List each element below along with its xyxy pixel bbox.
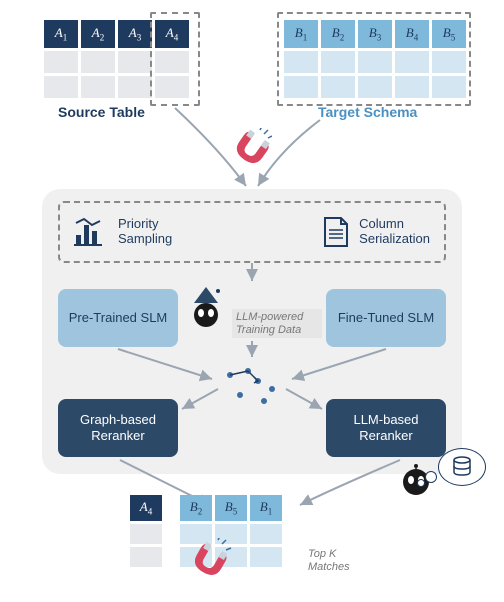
thought-bubble <box>438 448 486 486</box>
result-b-cell <box>250 547 282 567</box>
result-a-cell <box>130 547 162 567</box>
result-b-header: B1 <box>250 495 282 521</box>
result-a-header: A4 <box>130 495 162 521</box>
result-b-header: B5 <box>215 495 247 521</box>
result-source-col: A4 <box>130 495 162 567</box>
result-a-cell <box>130 524 162 544</box>
db-icon <box>451 456 473 478</box>
topk-label: Top K Matches <box>308 548 350 573</box>
topk-line1: Top K <box>308 548 350 561</box>
diagram-canvas: A1 A2 A3 A4 Source Table B1 B2 B3 B4 B5 <box>0 0 504 602</box>
result-b-cell <box>250 524 282 544</box>
magnet-icon-bottom <box>188 538 232 587</box>
topk-line2: Matches <box>308 561 350 574</box>
result-b-header: B2 <box>180 495 212 521</box>
